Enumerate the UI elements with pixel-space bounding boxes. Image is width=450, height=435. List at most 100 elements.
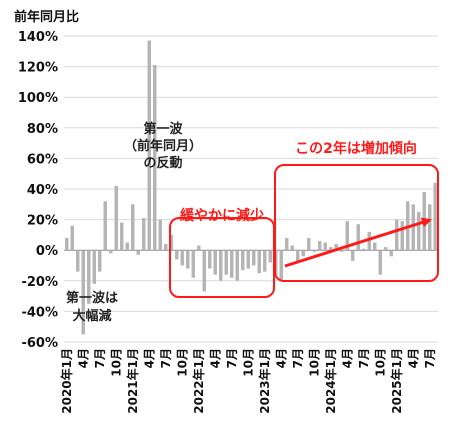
bar — [356, 224, 360, 251]
bar — [373, 242, 377, 251]
bar — [301, 250, 305, 257]
bar — [345, 221, 349, 251]
bar — [290, 245, 294, 251]
bar — [230, 250, 234, 278]
x-tick-label: 4月 — [406, 348, 420, 368]
bar — [103, 201, 107, 251]
annotation-drop-line2: 大幅減 — [72, 308, 111, 324]
x-tick-label: 10月 — [373, 348, 387, 377]
x-tick-labels: 2020年1月 4月 7月 10月 2021年1月 4月 7月 10月 2022年1月 4月 7月 1… — [59, 348, 437, 414]
bar — [219, 250, 223, 281]
bar — [98, 250, 102, 272]
bar — [65, 237, 69, 251]
bar — [257, 250, 261, 274]
bar — [131, 204, 135, 251]
x-tick-label: 4月 — [76, 348, 90, 368]
x-tick-label: 4月 — [142, 348, 156, 368]
x-tick-label: 10月 — [175, 348, 189, 377]
bar — [351, 250, 355, 261]
x-tick-label: 4月 — [274, 348, 288, 368]
bar — [208, 250, 212, 269]
x-tick-label: 7月 — [357, 348, 371, 368]
x-tick-label: 7月 — [159, 348, 173, 368]
bar — [367, 231, 371, 251]
y-tick-label: 140% — [18, 30, 58, 45]
bar — [362, 248, 366, 251]
bar — [384, 247, 388, 251]
bar — [175, 250, 179, 260]
y-tick-label: 20% — [27, 214, 58, 229]
gridlines — [64, 35, 438, 343]
x-tick-label: 10月 — [241, 348, 255, 377]
bar — [411, 204, 415, 251]
bar — [400, 221, 404, 251]
bar — [318, 241, 322, 251]
bar — [252, 250, 256, 266]
x-tick-label: 4月 — [208, 348, 222, 368]
bar — [153, 65, 157, 251]
bar — [268, 250, 272, 263]
y-tick-label: 80% — [27, 122, 58, 137]
y-tick-label: 120% — [18, 61, 58, 76]
bar — [92, 250, 96, 284]
bar — [329, 247, 333, 251]
x-tick-label: 7月 — [93, 348, 107, 368]
x-tick-label: 7月 — [225, 348, 239, 368]
bar — [213, 250, 217, 275]
bars — [65, 40, 437, 335]
bar — [285, 237, 289, 251]
bar — [417, 211, 421, 251]
bar — [136, 250, 140, 255]
bar — [81, 250, 85, 335]
annotation-rebound-line1: 第一波 — [143, 121, 183, 137]
bar — [197, 245, 201, 251]
y-tick-label: 40% — [27, 183, 58, 198]
bar — [164, 244, 168, 251]
bar — [433, 182, 437, 251]
bar — [76, 250, 80, 272]
bar — [142, 218, 146, 251]
bar — [158, 219, 162, 251]
y-tick-label: -20% — [21, 275, 58, 290]
bar — [186, 250, 190, 269]
x-tick-label: 2020年1月 — [59, 348, 74, 414]
y-tick-label: 100% — [18, 91, 58, 106]
x-tick-label: 7月 — [291, 348, 305, 368]
y-tick-label: 0% — [36, 244, 58, 259]
bar — [334, 244, 338, 251]
annotation-rebound-line2: （前年同月） — [124, 138, 202, 154]
bar — [389, 250, 393, 257]
bar — [109, 250, 113, 254]
bar — [340, 250, 344, 252]
annotation-gradual-decrease: 緩やかに減少 — [180, 207, 264, 224]
x-tick-label: 2021年1月 — [125, 348, 140, 414]
bar — [279, 250, 283, 281]
bar — [323, 242, 327, 251]
bar — [263, 250, 267, 272]
y-tick-labels: 140% 120% 100% 80% 60% 40% 20% 0% -20% -40% -60% — [18, 30, 58, 351]
x-tick-label: 2023年1月 — [257, 348, 272, 414]
bar — [191, 250, 195, 278]
bar — [296, 250, 300, 263]
bar — [87, 250, 91, 304]
bar — [114, 185, 118, 251]
x-tick-label: 2022年1月 — [191, 348, 206, 414]
x-tick-label: 10月 — [109, 348, 123, 377]
bar — [180, 250, 184, 266]
bar — [378, 250, 382, 275]
bar — [246, 250, 250, 269]
trend-arrow — [284, 217, 432, 268]
bar — [395, 219, 399, 251]
annotation-drop-line1: 第一波は — [66, 290, 118, 306]
increase-period-box — [274, 164, 439, 282]
bar — [241, 250, 245, 271]
x-tick-label: 10月 — [307, 348, 321, 377]
bar — [169, 234, 173, 251]
annotation-rebound-line3: の反動 — [143, 155, 182, 171]
x-tick-label: 2024年1月 — [323, 348, 338, 414]
y-tick-label: 60% — [27, 152, 58, 167]
x-tick-label: 4月 — [340, 348, 354, 368]
bar — [202, 250, 206, 292]
